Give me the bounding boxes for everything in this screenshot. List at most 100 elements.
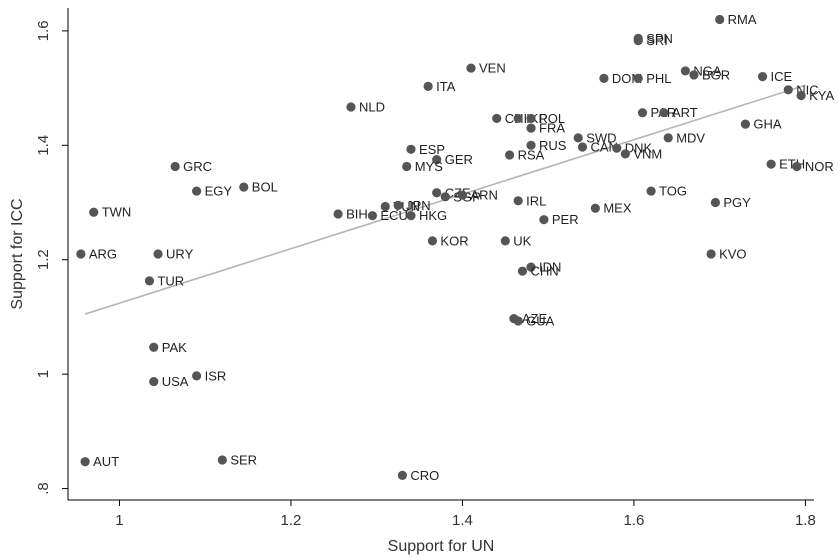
- data-point-idn: [526, 262, 536, 272]
- point-label-jpn: JPN: [406, 198, 431, 213]
- point-label-usa: USA: [162, 374, 189, 389]
- data-point-arn: [457, 190, 468, 200]
- point-label-uk: UK: [513, 233, 531, 248]
- point-label-arg: ARG: [89, 247, 117, 262]
- data-point-eth: [766, 159, 776, 169]
- point-label-arn: ARN: [470, 188, 497, 203]
- x-tick-label: 1.6: [624, 512, 645, 529]
- data-point-rus: [526, 140, 536, 150]
- data-point-gua: [513, 316, 523, 326]
- point-label-pgy: PGY: [723, 195, 751, 210]
- data-point-nic: [783, 85, 793, 95]
- point-label-bol: BOL: [252, 180, 278, 195]
- data-point-per: [539, 215, 549, 225]
- data-point-fra: [526, 123, 536, 133]
- data-point-ser: [217, 455, 227, 465]
- point-label-bih: BIH: [346, 206, 368, 221]
- point-label-ita: ITA: [436, 79, 456, 94]
- point-label-dnk: DNK: [625, 141, 653, 156]
- point-label-idn: IDN: [539, 260, 561, 275]
- data-point-ikr: [513, 113, 523, 124]
- point-label-mdv: MDV: [676, 130, 705, 145]
- point-label-isr: ISR: [205, 368, 227, 383]
- point-label-pol: POL: [539, 111, 565, 126]
- x-axis-title: Support for UN: [388, 538, 495, 555]
- x-tick-label: 1: [115, 512, 123, 529]
- data-point-nld: [346, 102, 356, 112]
- point-label-ven: VEN: [479, 61, 506, 76]
- point-label-gha: GHA: [753, 117, 782, 132]
- point-label-phl: PHL: [646, 71, 671, 86]
- point-label-nld: NLD: [359, 99, 385, 114]
- data-point-grc: [170, 161, 180, 172]
- data-point-art: [659, 108, 669, 118]
- point-label-esp: ESP: [419, 142, 445, 157]
- data-point-chi: [492, 113, 502, 124]
- point-label-can: CAN: [590, 140, 617, 155]
- data-point-bih: [333, 209, 343, 219]
- y-tick-label: .8: [35, 482, 52, 495]
- point-label-per: PER: [552, 212, 579, 227]
- y-tick-label: 1.4: [35, 135, 52, 156]
- data-point-ger: [432, 155, 442, 165]
- point-label-kvo: KVO: [719, 247, 746, 262]
- data-point-cro: [397, 470, 408, 480]
- data-point-gha: [740, 119, 751, 129]
- data-point-twn: [89, 207, 99, 217]
- data-point-rma: [715, 14, 725, 25]
- data-point-bol: [239, 182, 249, 192]
- point-label-twn: TWN: [102, 205, 132, 220]
- point-label-chn: CHN: [530, 264, 558, 279]
- data-point-hkg: [406, 211, 416, 221]
- data-point-kvo: [706, 249, 716, 259]
- data-point-pak: [149, 342, 159, 352]
- point-label-tur: TUR: [157, 273, 184, 288]
- data-point-par: [637, 108, 648, 118]
- point-label-rsa: RSA: [518, 148, 545, 163]
- point-label-cro: CRO: [410, 468, 439, 483]
- point-label-ser: SER: [230, 452, 257, 467]
- data-point-nga: [680, 66, 690, 76]
- x-tick-label: 1.2: [281, 512, 302, 529]
- point-label-ice: ICE: [771, 69, 793, 84]
- data-point-rsa: [504, 150, 515, 160]
- point-label-aze: AZE: [522, 311, 548, 326]
- point-label-pak: PAK: [162, 340, 187, 355]
- data-point-jpn: [393, 200, 403, 210]
- data-point-kya: [796, 90, 806, 101]
- point-label-kor: KOR: [440, 233, 468, 248]
- point-label-nor: NOR: [805, 159, 834, 174]
- point-label-aut: AUT: [93, 454, 119, 469]
- point-label-nga: NGA: [693, 63, 722, 78]
- data-point-uk: [500, 236, 510, 246]
- data-point-nor: [792, 161, 802, 172]
- data-point-irl: [513, 196, 523, 206]
- data-point-isr: [192, 371, 202, 381]
- data-point-pgy: [710, 197, 720, 208]
- point-label-eth: ETH: [779, 157, 805, 172]
- data-point-chn: [517, 266, 528, 276]
- data-point-kor: [427, 236, 438, 246]
- data-point-usa: [149, 376, 159, 387]
- y-axis-title: Support for ICC: [9, 198, 26, 309]
- data-point-vnm: [620, 149, 630, 159]
- data-point-ecu: [367, 211, 378, 221]
- data-point-tog: [646, 186, 656, 196]
- point-label-egy: EGY: [205, 184, 233, 199]
- point-label-art: ART: [672, 105, 698, 120]
- y-tick-label: 1: [35, 370, 52, 378]
- point-label-gua: GUA: [526, 313, 555, 328]
- y-tick-label: 1.6: [35, 20, 52, 41]
- point-label-spn: SPN: [646, 31, 673, 46]
- data-points: RMASPNSRIVENNGABGRICEDOMPHLITANICKYANLDP…: [76, 12, 835, 483]
- data-point-aut: [80, 457, 90, 467]
- data-point-phl: [633, 73, 643, 83]
- point-label-rma: RMA: [728, 12, 757, 27]
- data-point-egy: [192, 186, 202, 196]
- data-point-mdv: [663, 133, 673, 143]
- data-point-sgp: [440, 192, 450, 202]
- data-point-tun: [380, 201, 390, 212]
- axis-ticks: 1 1.2 1.4 1.6 1.8 .8 1 1.2 1.4 1.6: [35, 20, 816, 529]
- data-point-bgr: [689, 70, 699, 80]
- data-point-arg: [76, 249, 86, 259]
